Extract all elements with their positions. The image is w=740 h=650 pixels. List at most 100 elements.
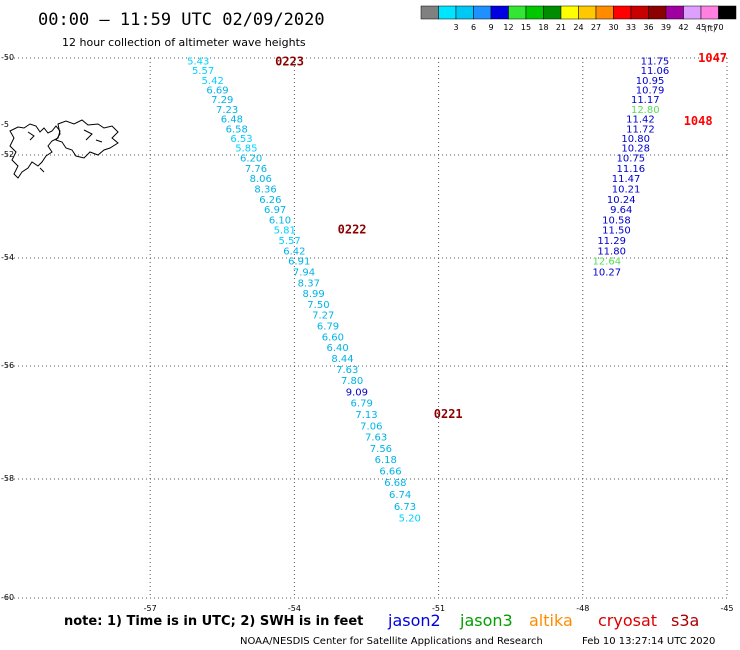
legend-bin-label: 39 — [661, 23, 671, 32]
wave-height-label: 9.64 — [610, 205, 632, 216]
wave-height-label: 7.06 — [360, 421, 382, 432]
y-tick-label: -50 — [1, 53, 14, 62]
wave-height-label: 10.58 — [602, 215, 631, 226]
x-tick-label: -54 — [288, 604, 301, 613]
x-tick-label: -57 — [144, 604, 157, 613]
pass-time-labels: 0223 0222 0221 1047 1048 — [275, 51, 727, 421]
legend-bin-label: 6 — [471, 23, 476, 32]
legend-bin-label: 33 — [626, 23, 636, 32]
wave-height-label: 6.60 — [322, 332, 344, 343]
y-tick-label: -52 — [1, 150, 14, 159]
wave-height-label: 7.63 — [365, 433, 387, 444]
wave-height-label: 5.81 — [274, 226, 296, 237]
wave-height-label: 12.80 — [631, 105, 660, 116]
x-tick-label: -48 — [576, 604, 589, 613]
wave-height-label: 6.79 — [351, 399, 373, 410]
legend-bin-label: 3 — [453, 23, 458, 32]
legend-swatch — [700, 5, 719, 20]
legend-bin-label: 27 — [591, 23, 601, 32]
legend-swatch — [420, 5, 439, 20]
legend-swatch — [595, 5, 614, 20]
legend-swatch — [543, 5, 562, 20]
satellite-name: cryosat — [598, 611, 657, 630]
legend-bin-label: 18 — [538, 23, 548, 32]
wave-height-label: 5.42 — [202, 76, 224, 87]
wave-height-label: 12.64 — [593, 257, 622, 268]
credit-text: NOAA/NESDIS Center for Satellite Applica… — [240, 636, 543, 647]
wave-height-label: 7.56 — [370, 444, 392, 455]
satellite-name: jason2 — [387, 611, 441, 630]
pass-time-label: 0221 — [434, 407, 463, 421]
satellite-name: s3a — [671, 611, 699, 630]
legend-bin-label: 15 — [521, 23, 531, 32]
wave-height-label: 8.36 — [254, 184, 276, 195]
satellite-legend: jason2 jason3 altika cryosat s3a — [387, 611, 699, 630]
satellite-name: altika — [529, 611, 573, 630]
wave-height-label: 6.40 — [327, 343, 349, 354]
legend-bin-label: 12 — [503, 23, 513, 32]
y-tick-label: -58 — [1, 474, 14, 483]
wave-height-label: 10.21 — [612, 184, 641, 195]
wave-height-label: 8.37 — [298, 278, 320, 289]
wave-height-label: 7.80 — [341, 376, 363, 387]
legend-swatch — [490, 5, 509, 20]
pass-time-label: 0223 — [275, 54, 304, 68]
wave-height-label: 11.75 — [641, 56, 670, 67]
wave-height-points: 5.435.575.426.697.297.236.486.586.535.85… — [187, 56, 669, 524]
wave-height-label: 6.74 — [389, 490, 411, 501]
wave-height-label: 9.09 — [346, 387, 368, 398]
legend-swatch — [438, 5, 457, 20]
wave-height-label: 7.23 — [216, 105, 238, 116]
footnote: note: 1) Time is in UTC; 2) SWH is in fe… — [64, 614, 363, 629]
wave-height-label: 6.66 — [379, 467, 401, 478]
wave-height-label: 11.72 — [626, 124, 655, 135]
wave-height-label: 11.47 — [612, 174, 641, 185]
wave-height-label: 11.29 — [597, 236, 626, 247]
y-tick-label-extra: -5 — [1, 120, 9, 129]
x-tick-label: -51 — [432, 604, 445, 613]
legend-swatch — [683, 5, 702, 20]
wave-height-label: 7.76 — [245, 164, 267, 175]
wave-height-label: 7.50 — [307, 300, 329, 311]
wave-height-label: 6.48 — [221, 115, 243, 126]
map-grid: -50 -52 -54 -56 -58 -60 -57 -54 -51 -48 -45 -5 — [1, 53, 734, 613]
wave-height-label: 7.27 — [312, 311, 334, 322]
wave-height-label: 5.57 — [192, 66, 214, 77]
wave-height-label: 6.42 — [283, 246, 305, 257]
legend-bin-label: 36 — [643, 23, 653, 32]
y-tick-label: -56 — [1, 361, 14, 370]
y-tick-label: -54 — [1, 253, 14, 262]
wave-height-label: 11.42 — [626, 115, 655, 126]
legend-swatch — [473, 5, 492, 20]
legend-swatch — [718, 5, 737, 20]
legend-bin-label: 70 — [713, 23, 723, 32]
pass-time-label: 0222 — [338, 223, 367, 237]
wave-height-label: 11.50 — [602, 226, 631, 237]
wave-height-label: 6.20 — [240, 154, 262, 165]
wave-height-label: 7.13 — [355, 410, 377, 421]
wave-height-label: 5.20 — [399, 514, 421, 525]
wave-height-label: 6.53 — [230, 134, 252, 145]
wave-height-label: 6.18 — [375, 455, 397, 466]
legend-unit: (ft) — [704, 24, 716, 33]
timestamp-text: Feb 10 13:27:14 UTC 2020 — [582, 636, 715, 647]
y-tick-label: -60 — [1, 593, 14, 602]
coastline-falklands — [9, 119, 119, 179]
legend-swatch — [578, 5, 597, 20]
legend-swatch — [648, 5, 667, 20]
wave-height-label: 11.17 — [631, 95, 660, 106]
legend-bin-label: 9 — [488, 23, 493, 32]
legend-swatch — [665, 5, 684, 20]
wave-height-label: 10.24 — [607, 195, 636, 206]
wave-height-label: 6.69 — [206, 86, 228, 97]
wave-height-label: 6.26 — [259, 195, 281, 206]
wave-height-label: 10.28 — [621, 144, 650, 155]
wave-height-label: 8.06 — [250, 174, 272, 185]
wave-height-label: 6.68 — [384, 478, 406, 489]
wave-height-label: 10.95 — [636, 76, 665, 87]
wave-height-label: 5.57 — [278, 236, 300, 247]
legend-swatch — [613, 5, 632, 20]
wave-height-label: 10.27 — [593, 268, 622, 279]
wave-height-label: 10.79 — [636, 86, 665, 97]
wave-height-label: 7.63 — [336, 365, 358, 376]
